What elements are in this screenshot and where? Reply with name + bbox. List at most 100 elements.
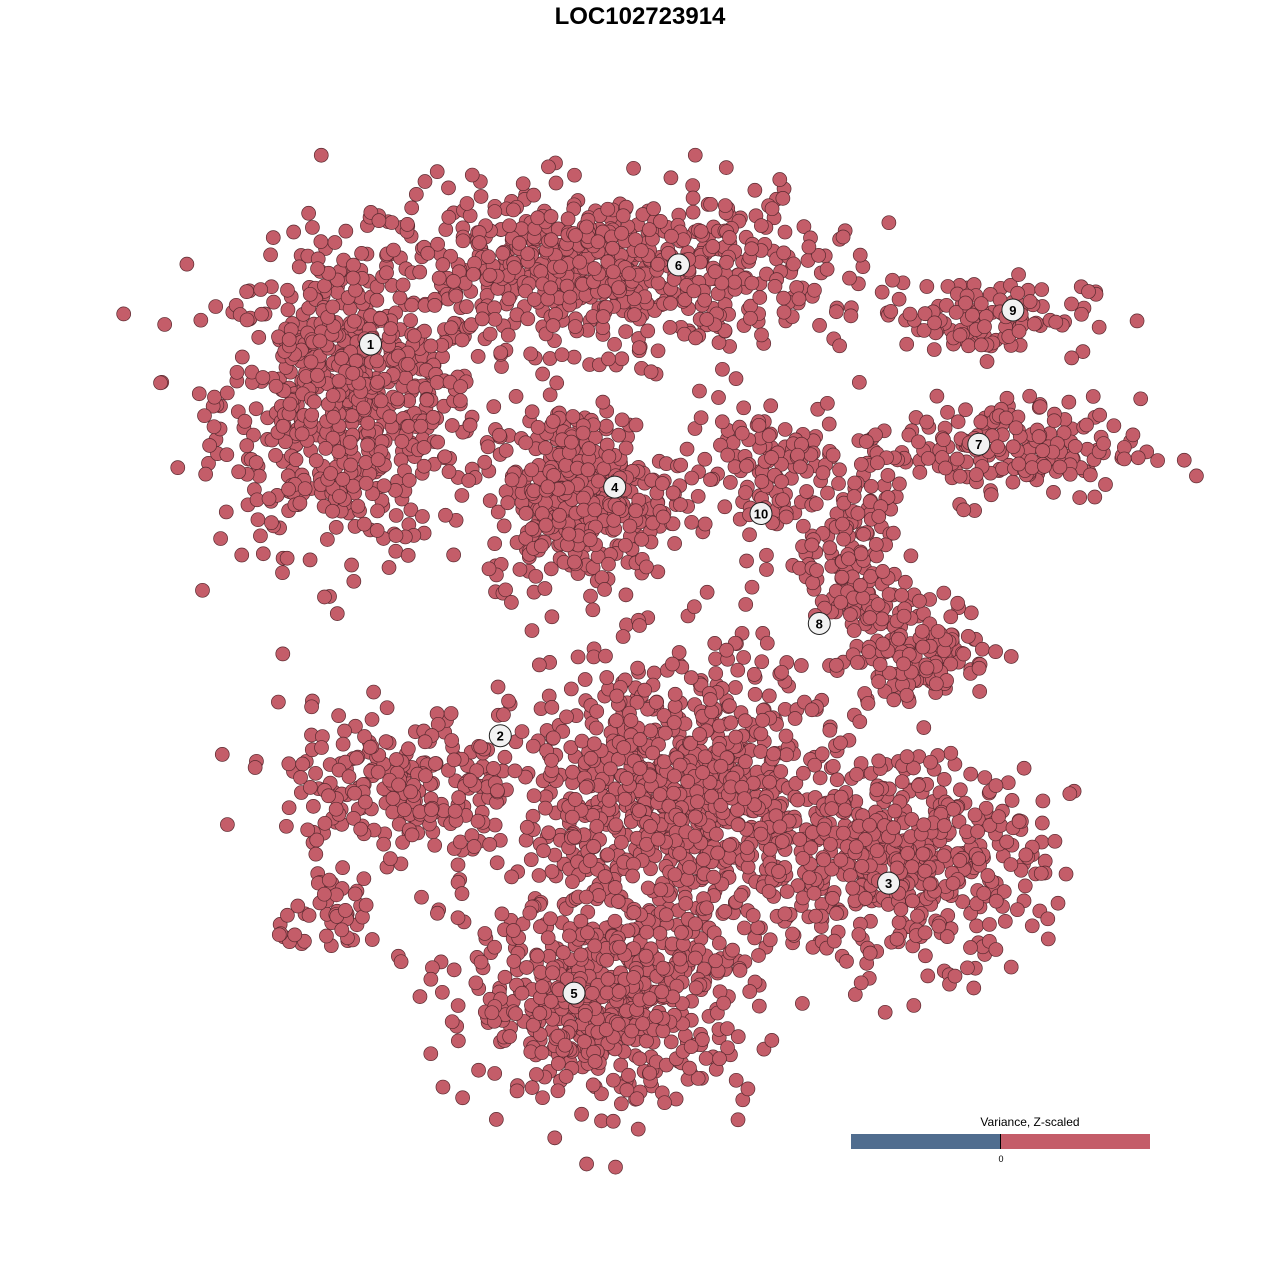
cell-point	[268, 448, 283, 463]
cell-point	[1081, 284, 1096, 299]
cell-point	[684, 514, 699, 530]
cell-point	[552, 507, 567, 523]
cell-point	[354, 246, 369, 261]
cell-point	[617, 537, 633, 553]
cell-point	[650, 275, 666, 291]
cell-point	[413, 418, 429, 434]
cell-point	[703, 472, 718, 487]
cell-point	[767, 279, 783, 294]
cell-point	[1046, 413, 1062, 429]
cell-point	[451, 1033, 466, 1049]
cell-point	[1067, 439, 1083, 454]
cell-point	[540, 930, 556, 946]
cluster-label-text: 10	[754, 507, 768, 522]
cell-point	[1018, 847, 1034, 863]
cell-point	[773, 764, 789, 779]
cell-point	[632, 761, 648, 776]
cell-point	[663, 170, 679, 186]
cell-point	[501, 291, 517, 307]
cell-point	[736, 400, 752, 416]
cell-point	[392, 290, 408, 306]
cell-point	[455, 1090, 470, 1106]
cell-point	[796, 219, 812, 234]
cell-point	[791, 291, 807, 307]
cell-point	[898, 574, 913, 590]
cell-point	[960, 628, 976, 644]
cell-point	[447, 803, 463, 819]
cell-point	[870, 597, 886, 612]
cell-point	[772, 172, 788, 187]
cell-point	[711, 390, 726, 405]
cell-point	[1189, 468, 1204, 484]
cell-point	[610, 1016, 626, 1032]
cell-point	[443, 320, 459, 336]
cell-point	[917, 863, 933, 879]
cell-point	[832, 338, 847, 354]
cell-point	[373, 311, 388, 326]
cell-point	[229, 364, 245, 380]
cell-point	[1129, 313, 1145, 329]
cell-point	[1048, 314, 1064, 330]
cell-point	[358, 455, 374, 470]
cell-point	[579, 219, 594, 235]
cell-point	[891, 291, 907, 307]
cell-point	[488, 1112, 504, 1127]
cell-point	[915, 846, 931, 862]
cell-point	[747, 687, 763, 702]
cell-point	[687, 147, 703, 163]
cell-point	[816, 821, 832, 837]
cell-point	[655, 1023, 671, 1039]
cell-point	[477, 454, 493, 470]
cell-point	[419, 392, 435, 408]
cell-point	[976, 886, 992, 901]
cell-point	[739, 458, 754, 474]
cell-point	[1032, 399, 1048, 415]
cell-point	[711, 335, 727, 350]
cell-point	[474, 311, 490, 327]
cell-point	[699, 584, 715, 600]
cell-point	[325, 299, 341, 315]
cell-point	[308, 765, 323, 781]
cell-point	[738, 754, 753, 769]
cell-point	[364, 932, 380, 947]
cell-point	[842, 868, 858, 883]
cell-point	[400, 356, 416, 372]
cell-point	[246, 427, 261, 443]
cluster-label-text: 6	[675, 258, 682, 273]
cell-point	[455, 233, 471, 249]
cluster-label-8: 8	[807, 612, 831, 635]
cell-point	[739, 553, 754, 569]
cell-point	[982, 917, 997, 932]
cell-point	[591, 888, 607, 903]
cell-point	[331, 373, 347, 389]
cell-point	[1000, 775, 1016, 791]
cell-point	[618, 324, 634, 339]
cell-point	[1010, 902, 1025, 918]
cell-point	[590, 234, 606, 250]
cell-point	[388, 543, 404, 559]
cell-point	[928, 676, 944, 692]
cell-point	[535, 366, 550, 382]
cell-point	[393, 954, 409, 970]
cell-point	[819, 261, 835, 277]
cell-point	[714, 275, 730, 291]
cell-point	[608, 1159, 623, 1175]
cell-point	[1026, 316, 1042, 332]
cell-point	[643, 364, 659, 380]
cell-point	[825, 758, 841, 774]
cell-point	[268, 378, 284, 394]
cell-point	[369, 353, 385, 369]
cell-point	[545, 318, 561, 333]
cell-point	[1079, 417, 1094, 433]
cell-point	[490, 679, 506, 695]
cell-point	[356, 871, 372, 887]
cell-point	[341, 769, 357, 785]
cell-point	[251, 329, 267, 345]
cell-point	[754, 654, 770, 670]
cell-point	[842, 270, 857, 286]
cell-point	[643, 819, 658, 834]
cell-point	[290, 898, 306, 914]
cell-point	[308, 846, 324, 862]
cell-point	[672, 812, 688, 827]
cell-point	[916, 323, 932, 338]
